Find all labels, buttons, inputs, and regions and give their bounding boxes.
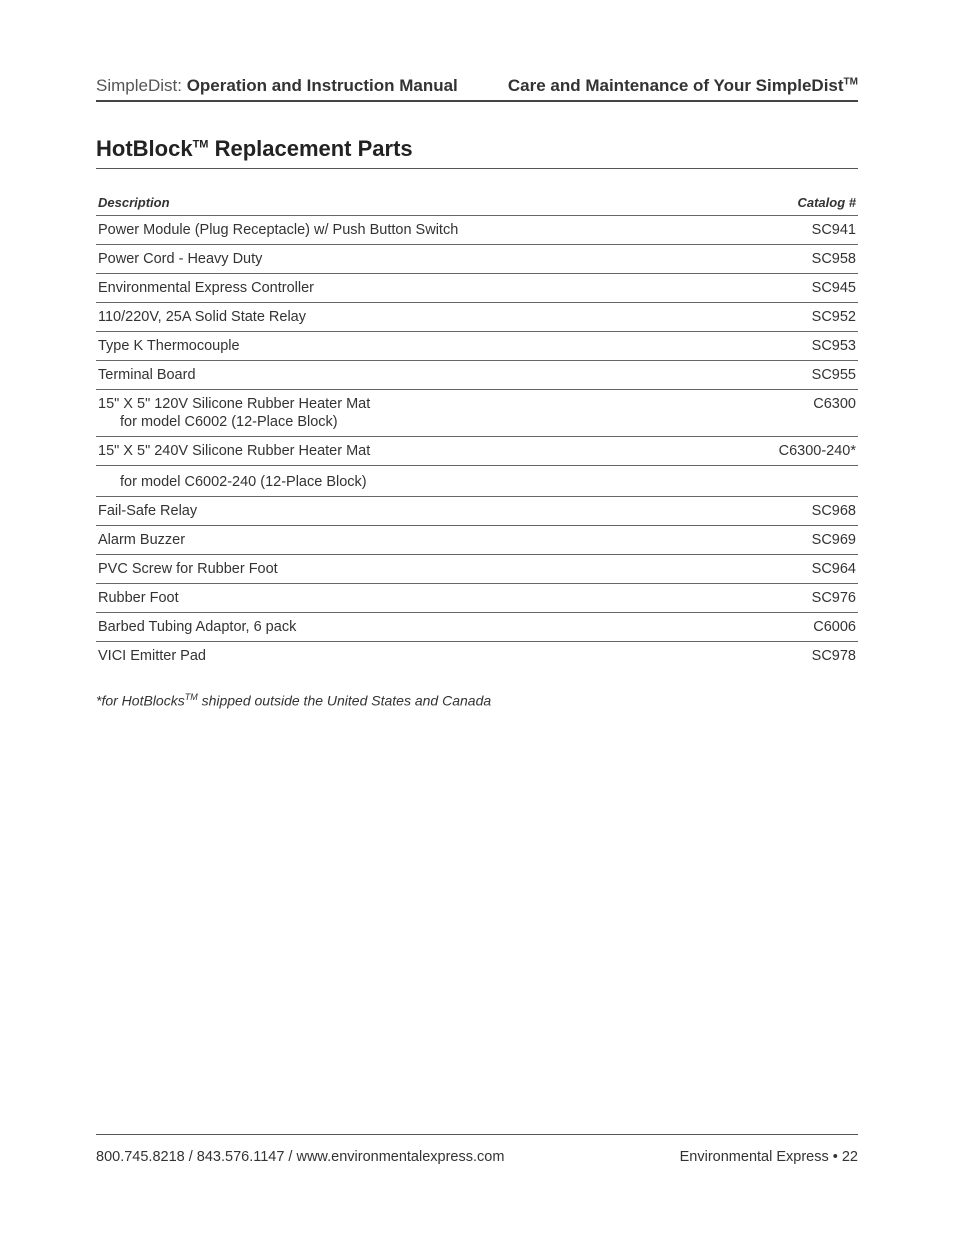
header-left: SimpleDist: Operation and Instruction Ma… xyxy=(96,76,458,96)
description-text: Fail-Safe Relay xyxy=(98,503,197,519)
description-text: Power Cord - Heavy Duty xyxy=(98,251,262,267)
catalog-cell: SC941 xyxy=(812,222,856,238)
description-text: Environmental Express Controller xyxy=(98,280,314,296)
footer-rule xyxy=(96,1134,858,1135)
catalog-cell: C6006 xyxy=(813,619,856,635)
table-row: Power Cord - Heavy Duty SC958 xyxy=(96,245,858,274)
catalog-cell: SC976 xyxy=(812,590,856,606)
header-right-tm: TM xyxy=(844,76,858,87)
footnote-tm: TM xyxy=(185,692,198,702)
table-row: Power Module (Plug Receptacle) w/ Push B… xyxy=(96,216,858,245)
catalog-cell: SC969 xyxy=(812,532,856,548)
table-row: Environmental Express Controller SC945 xyxy=(96,274,858,303)
footer-right: Environmental Express • 22 xyxy=(680,1149,858,1165)
table-row: Rubber Foot SC976 xyxy=(96,584,858,613)
table-row: Type K Thermocouple SC953 xyxy=(96,332,858,361)
description-cell: 110/220V, 25A Solid State Relay xyxy=(98,309,812,325)
description-cell: Rubber Foot xyxy=(98,590,812,606)
description-cell: Fail-Safe Relay xyxy=(98,503,812,519)
catalog-cell: SC945 xyxy=(812,280,856,296)
description-subline: for model C6002 (12-Place Block) xyxy=(98,414,793,430)
section-title-part2: Replacement Parts xyxy=(208,136,412,161)
description-cell: for model C6002-240 (12-Place Block) xyxy=(98,472,856,490)
page-footer: 800.745.8218 / 843.576.1147 / www.enviro… xyxy=(96,1149,858,1165)
description-text: Type K Thermocouple xyxy=(98,338,240,354)
header-left-prefix: SimpleDist: xyxy=(96,76,182,95)
footnote-suffix: shipped outside the United States and Ca… xyxy=(198,693,491,709)
table-row: 15" X 5" 120V Silicone Rubber Heater Mat… xyxy=(96,390,858,437)
section-title: HotBlockTM Replacement Parts xyxy=(96,136,858,169)
col-header-description: Description xyxy=(98,195,170,210)
description-cell: Environmental Express Controller xyxy=(98,280,812,296)
header-left-title: Operation and Instruction Manual xyxy=(187,76,458,95)
catalog-cell: SC958 xyxy=(812,251,856,267)
catalog-cell: SC955 xyxy=(812,367,856,383)
catalog-cell: SC953 xyxy=(812,338,856,354)
description-subline: for model C6002-240 (12-Place Block) xyxy=(98,474,836,490)
description-text: 15" X 5" 120V Silicone Rubber Heater Mat xyxy=(98,396,370,412)
header-right: Care and Maintenance of Your SimpleDistT… xyxy=(508,76,858,96)
table-row: VICI Emitter Pad SC978 xyxy=(96,642,858,670)
description-cell: Power Cord - Heavy Duty xyxy=(98,251,812,267)
table-row: 110/220V, 25A Solid State Relay SC952 xyxy=(96,303,858,332)
table-row: Alarm Buzzer SC969 xyxy=(96,526,858,555)
description-cell: Barbed Tubing Adaptor, 6 pack xyxy=(98,619,813,635)
description-text: 15" X 5" 240V Silicone Rubber Heater Mat xyxy=(98,443,370,459)
description-cell: Terminal Board xyxy=(98,367,812,383)
section-title-part1: HotBlock xyxy=(96,136,193,161)
description-text: Alarm Buzzer xyxy=(98,532,185,548)
description-text: Terminal Board xyxy=(98,367,196,383)
table-row: for model C6002-240 (12-Place Block) xyxy=(96,466,858,497)
description-cell: PVC Screw for Rubber Foot xyxy=(98,561,812,577)
section-title-tm: TM xyxy=(193,139,209,151)
description-text: 110/220V, 25A Solid State Relay xyxy=(98,309,306,325)
description-cell: Power Module (Plug Receptacle) w/ Push B… xyxy=(98,222,812,238)
catalog-cell: SC964 xyxy=(812,561,856,577)
description-text: PVC Screw for Rubber Foot xyxy=(98,561,278,577)
footnote: *for HotBlocksTM shipped outside the Uni… xyxy=(96,692,858,709)
footnote-prefix: *for HotBlocks xyxy=(96,693,185,709)
parts-table: Description Catalog # Power Module (Plug… xyxy=(96,195,858,670)
header-right-text: Care and Maintenance of Your SimpleDist xyxy=(508,76,844,95)
description-text: VICI Emitter Pad xyxy=(98,648,206,664)
catalog-cell: SC978 xyxy=(812,648,856,664)
table-row: 15" X 5" 240V Silicone Rubber Heater Mat… xyxy=(96,437,858,466)
description-cell: 15" X 5" 240V Silicone Rubber Heater Mat xyxy=(98,443,779,459)
page: SimpleDist: Operation and Instruction Ma… xyxy=(0,0,954,1235)
table-header-row: Description Catalog # xyxy=(96,195,858,216)
footer-left: 800.745.8218 / 843.576.1147 / www.enviro… xyxy=(96,1149,504,1165)
description-text: Barbed Tubing Adaptor, 6 pack xyxy=(98,619,296,635)
catalog-cell: C6300-240* xyxy=(779,443,856,459)
table-body: Power Module (Plug Receptacle) w/ Push B… xyxy=(96,216,858,670)
table-row: PVC Screw for Rubber Foot SC964 xyxy=(96,555,858,584)
catalog-cell: C6300 xyxy=(813,396,856,412)
description-cell: 15" X 5" 120V Silicone Rubber Heater Mat… xyxy=(98,396,813,430)
description-cell: Type K Thermocouple xyxy=(98,338,812,354)
description-cell: VICI Emitter Pad xyxy=(98,648,812,664)
table-row: Terminal Board SC955 xyxy=(96,361,858,390)
col-header-catalog: Catalog # xyxy=(797,195,856,210)
description-text: Power Module (Plug Receptacle) w/ Push B… xyxy=(98,222,458,238)
catalog-cell: SC968 xyxy=(812,503,856,519)
description-cell: Alarm Buzzer xyxy=(98,532,812,548)
table-row: Fail-Safe Relay SC968 xyxy=(96,497,858,526)
table-row: Barbed Tubing Adaptor, 6 pack C6006 xyxy=(96,613,858,642)
page-header: SimpleDist: Operation and Instruction Ma… xyxy=(96,76,858,102)
catalog-cell: SC952 xyxy=(812,309,856,325)
description-text: Rubber Foot xyxy=(98,590,179,606)
